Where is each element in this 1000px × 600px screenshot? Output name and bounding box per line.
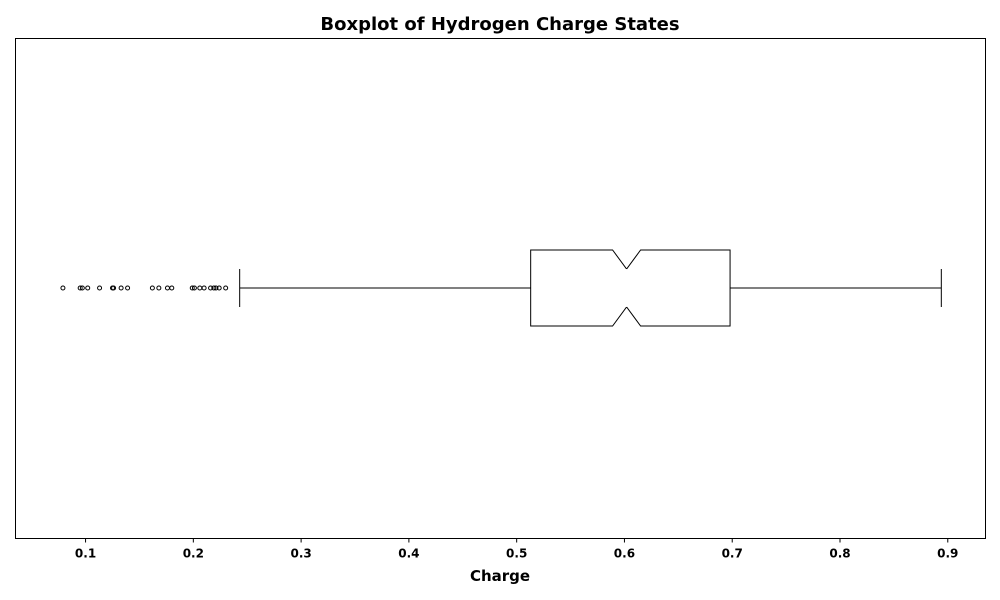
outlier-point bbox=[111, 285, 117, 291]
outlier-point bbox=[189, 285, 195, 291]
outlier-point bbox=[97, 285, 103, 291]
x-tick-label: 0.6 bbox=[614, 547, 635, 561]
outlier-point bbox=[211, 285, 217, 291]
chart-title: Boxplot of Hydrogen Charge States bbox=[320, 14, 679, 35]
x-axis-ticks: 0.1 0.2 0.3 0.4 0.5 0.6 0.7 0.8 0.9 bbox=[75, 538, 958, 561]
outlier-point bbox=[85, 285, 91, 291]
outlier-point bbox=[118, 285, 124, 291]
outlier-point bbox=[60, 285, 66, 291]
outlier-point bbox=[208, 285, 214, 291]
x-tick-label: 0.3 bbox=[290, 547, 311, 561]
outlier-point bbox=[213, 285, 219, 291]
outlier-points bbox=[60, 285, 229, 291]
outlier-point bbox=[79, 285, 85, 291]
outlier-point bbox=[169, 285, 175, 291]
x-tick-label: 0.1 bbox=[75, 547, 96, 561]
outlier-point bbox=[201, 285, 207, 291]
x-tick-label: 0.7 bbox=[722, 547, 743, 561]
box bbox=[239, 249, 942, 327]
outlier-point bbox=[156, 285, 162, 291]
outlier-point bbox=[149, 285, 155, 291]
x-tick-label: 0.8 bbox=[829, 547, 850, 561]
outlier-point bbox=[125, 285, 131, 291]
x-tick-label: 0.2 bbox=[183, 547, 204, 561]
x-axis-label: Charge bbox=[470, 567, 530, 585]
notched-box bbox=[530, 249, 731, 327]
outlier-point bbox=[216, 285, 222, 291]
x-tick-label: 0.9 bbox=[937, 547, 958, 561]
outlier-point bbox=[223, 285, 229, 291]
x-tick-label: 0.5 bbox=[506, 547, 527, 561]
outlier-point bbox=[191, 285, 197, 291]
x-tick-label: 0.4 bbox=[398, 547, 419, 561]
outlier-point bbox=[77, 285, 83, 291]
